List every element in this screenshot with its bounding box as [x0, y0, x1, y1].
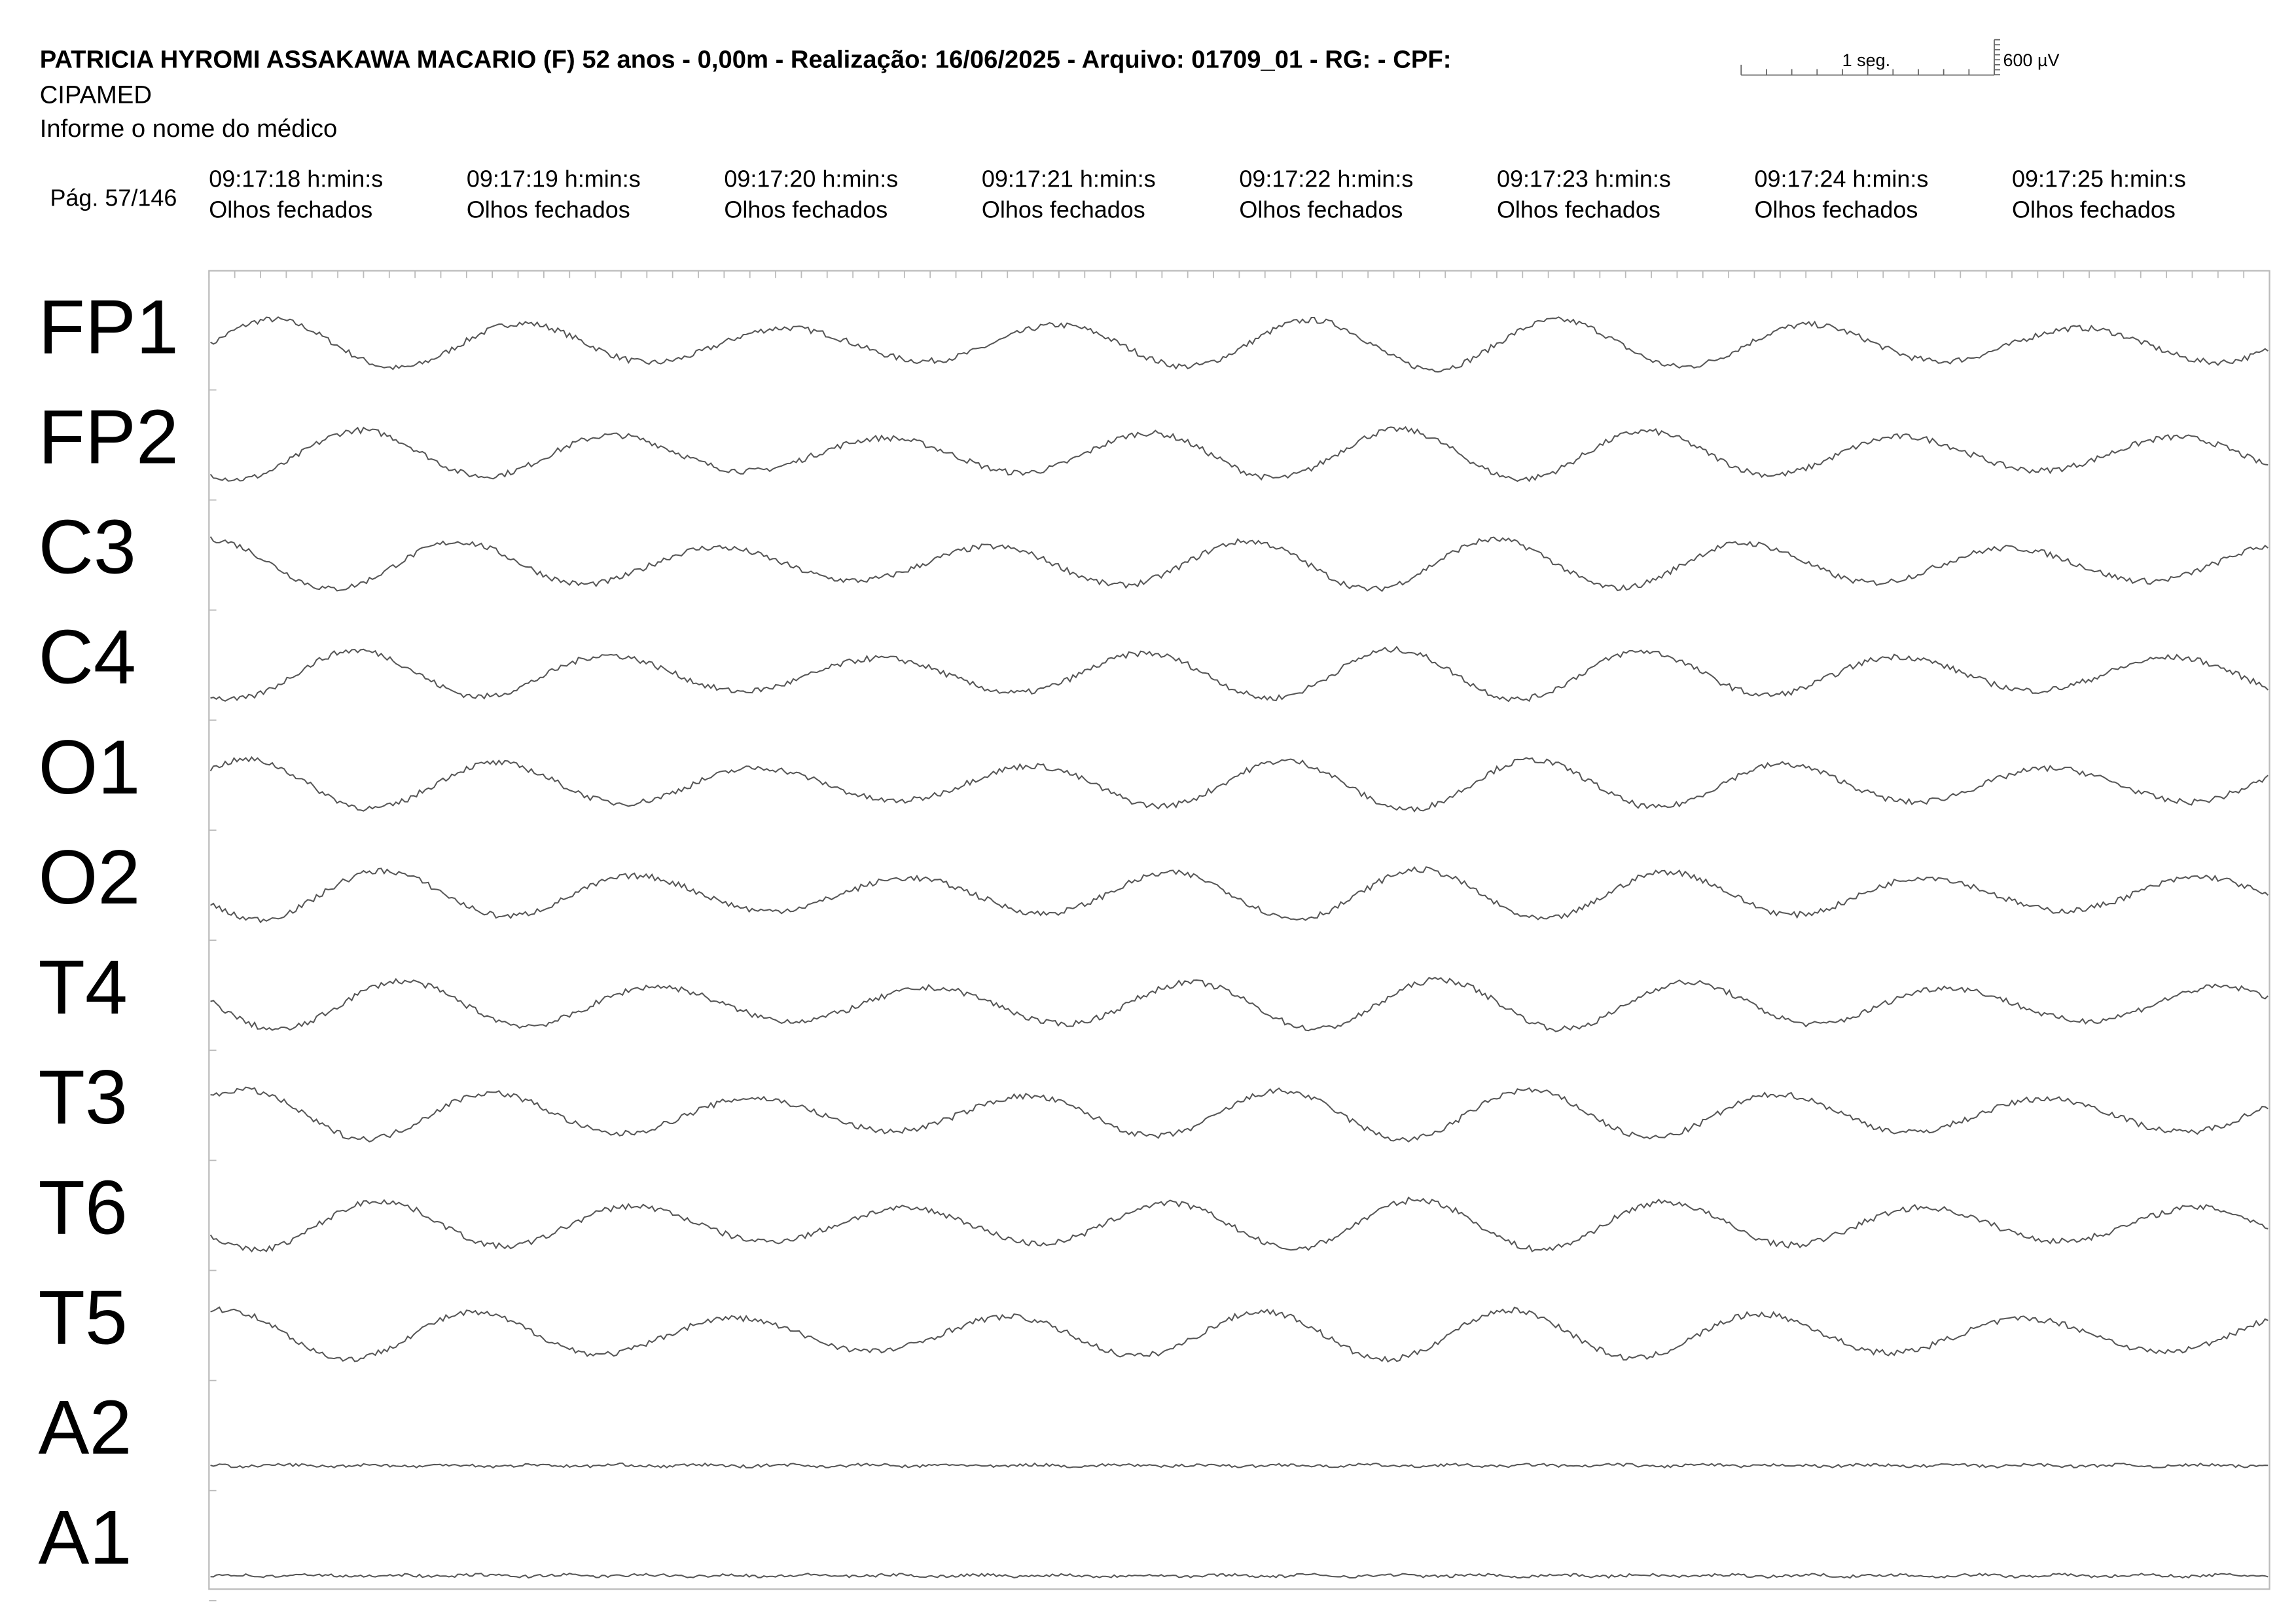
frame-ticks	[208, 270, 2270, 1601]
channel-label: C4	[38, 614, 135, 700]
channel-label: T3	[38, 1054, 127, 1140]
eeg-trace	[209, 756, 2269, 813]
timestamp: 09:17:25 h:min:s	[2012, 165, 2186, 192]
timestamp: 09:17:18 h:min:s	[209, 165, 383, 192]
time-scale: 1 seg.	[1842, 50, 1890, 70]
timestamp: 09:17:20 h:min:s	[724, 165, 898, 192]
eeg-trace	[210, 1462, 2269, 1469]
channel-label: T4	[38, 944, 127, 1030]
eye-state: Olhos fechados	[209, 196, 372, 223]
channel-label: A2	[38, 1385, 132, 1470]
eeg-trace	[210, 1306, 2269, 1363]
eeg-trace	[210, 316, 2269, 373]
eeg-trace	[209, 426, 2269, 483]
eeg-trace	[209, 1196, 2269, 1253]
clinic: CIPAMED	[40, 81, 152, 109]
amplitude-scale: 600 µV	[2003, 50, 2060, 70]
traces	[209, 316, 2269, 1579]
eeg-trace	[210, 1086, 2269, 1143]
doctor: Informe o nome do médico	[40, 115, 338, 143]
channel-label: FP1	[38, 283, 178, 369]
eye-state: Olhos fechados	[724, 196, 888, 223]
header-title: PATRICIA HYROMI ASSAKAWA MACARIO (F) 52 …	[40, 45, 1452, 73]
channel-label: O1	[38, 724, 140, 810]
scale-bar	[1740, 39, 2001, 76]
channel-label: T5	[38, 1274, 127, 1360]
eye-state: Olhos fechados	[2012, 196, 2176, 223]
eeg-trace	[209, 536, 2269, 593]
channel-label: FP2	[38, 394, 178, 480]
channel-label: C3	[38, 504, 135, 590]
channel-label: O2	[38, 834, 140, 920]
channel-label: T6	[38, 1164, 127, 1250]
timestamp: 09:17:22 h:min:s	[1239, 165, 1413, 192]
eeg-trace	[210, 976, 2269, 1032]
eye-state: Olhos fechados	[1754, 196, 1918, 223]
eye-state: Olhos fechados	[467, 196, 630, 223]
eeg-trace	[210, 646, 2269, 702]
eeg-trace	[210, 1573, 2269, 1579]
eeg-trace	[210, 866, 2269, 924]
timestamp: 09:17:21 h:min:s	[982, 165, 1156, 192]
timestamp: 09:17:24 h:min:s	[1754, 165, 1928, 192]
page-number: Pág. 57/146	[50, 185, 177, 211]
eye-state: Olhos fechados	[982, 196, 1145, 223]
timestamp: 09:17:23 h:min:s	[1497, 165, 1671, 192]
channel-label: A1	[38, 1495, 132, 1580]
timestamp: 09:17:19 h:min:s	[467, 165, 641, 192]
eye-state: Olhos fechados	[1239, 196, 1403, 223]
eye-state: Olhos fechados	[1497, 196, 1660, 223]
